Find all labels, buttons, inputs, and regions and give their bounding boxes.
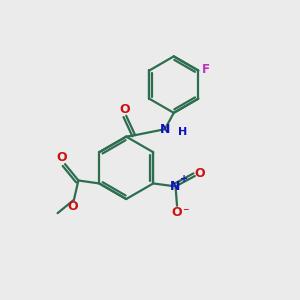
- Text: N: N: [160, 123, 170, 136]
- Text: F: F: [202, 62, 210, 76]
- Text: O: O: [172, 206, 182, 219]
- Text: O: O: [57, 151, 68, 164]
- Text: H: H: [178, 127, 188, 137]
- Text: O: O: [67, 200, 78, 213]
- Text: O: O: [119, 103, 130, 116]
- Text: +: +: [180, 174, 188, 184]
- Text: ⁻: ⁻: [183, 206, 189, 219]
- Text: N: N: [170, 180, 181, 193]
- Text: O: O: [194, 167, 205, 179]
